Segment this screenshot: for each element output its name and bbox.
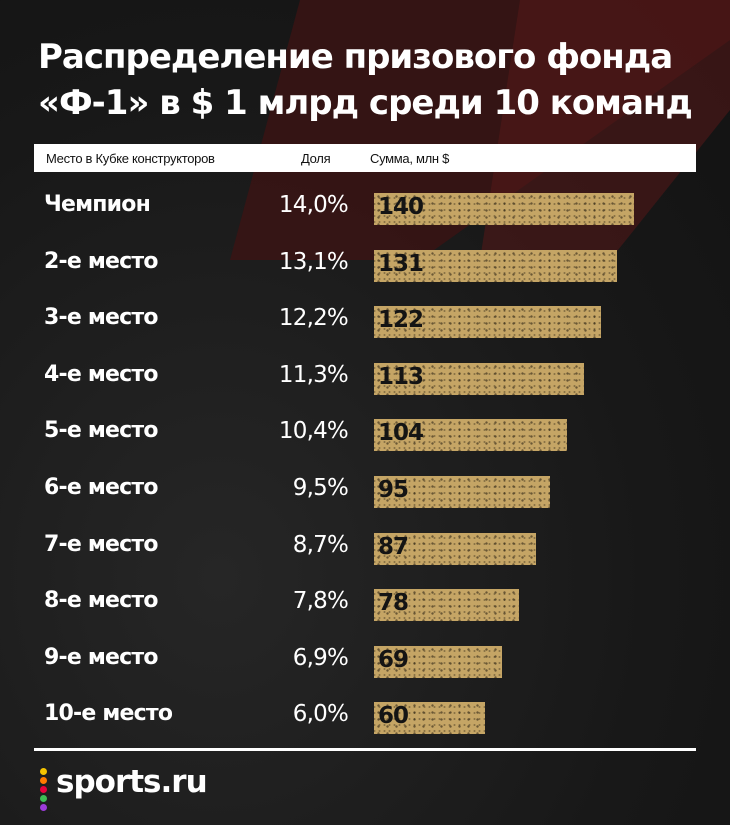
row-share-label: 14,0% xyxy=(278,192,349,218)
bar xyxy=(374,193,634,225)
bar-value-label: 78 xyxy=(378,590,409,617)
chart-row: 4-е место 11,3% 113 xyxy=(0,350,730,406)
title-line-2: «Ф-1» в $ 1 млрд среди 10 команд xyxy=(38,83,693,123)
title-line-1: Распределение призового фонда xyxy=(38,37,673,77)
row-place-label: 7-е место xyxy=(44,531,158,557)
row-share-label: 6,0% xyxy=(292,701,349,728)
bar xyxy=(374,419,567,452)
bar-value-label: 104 xyxy=(378,420,424,447)
chart-row: Чемпион 14,0% 140 xyxy=(0,180,730,236)
bar xyxy=(374,306,601,339)
row-place-label: 9-е место xyxy=(44,644,158,670)
logo-dot xyxy=(40,777,47,784)
logo-dot xyxy=(40,786,47,793)
bar xyxy=(374,532,536,565)
chart-row: 3-е место 12,2% 122 xyxy=(0,293,730,349)
bar xyxy=(374,702,485,735)
chart-row: 10-е место 6,0% 60 xyxy=(0,689,730,745)
row-share-label: 11,3% xyxy=(278,361,349,388)
bar-value-label: 131 xyxy=(378,250,424,277)
row-share-label: 12,2% xyxy=(278,305,349,332)
bar-value-label: 140 xyxy=(378,194,424,220)
bar-value-label: 95 xyxy=(378,477,409,503)
header-place: Место в Кубке конструкторов xyxy=(46,151,215,166)
bar-value-label: 69 xyxy=(378,646,409,673)
row-place-label: 3-е место xyxy=(44,305,158,331)
bar-value-label: 122 xyxy=(378,307,424,334)
chart-title: Распределение призового фонда «Ф-1» в $ … xyxy=(38,34,718,126)
bar-value-label: 87 xyxy=(378,533,409,560)
bar xyxy=(374,362,584,395)
row-share-label: 7,8% xyxy=(292,588,349,615)
table-header: Место в Кубке конструкторов Доля Сумма, … xyxy=(34,144,696,172)
row-share-label: 10,4% xyxy=(278,418,349,445)
chart-row: 7-е место 8,7% 87 xyxy=(0,520,730,576)
divider xyxy=(34,748,696,751)
chart-row: 8-е место 7,8% 78 xyxy=(0,576,730,632)
header-share: Доля xyxy=(301,151,331,166)
row-share-label: 9,5% xyxy=(292,475,349,501)
row-share-label: 8,7% xyxy=(292,531,349,558)
row-place-label: 4-е место xyxy=(44,361,158,387)
row-place-label: Чемпион xyxy=(44,192,151,217)
chart-row: 9-е место 6,9% 69 xyxy=(0,633,730,689)
row-place-label: 6-е место xyxy=(44,475,158,500)
bar xyxy=(374,645,502,678)
bar xyxy=(374,249,617,282)
chart-row: 2-е место 13,1% 131 xyxy=(0,237,730,293)
row-place-label: 2-е место xyxy=(44,248,158,274)
bar-value-label: 60 xyxy=(378,703,409,730)
header-amount: Сумма, млн $ xyxy=(370,151,450,166)
logo-dot xyxy=(40,795,47,802)
logo-text: sports.ru xyxy=(56,764,208,800)
row-share-label: 6,9% xyxy=(292,644,349,671)
bar xyxy=(374,589,519,622)
chart-row: 5-е место 10,4% 104 xyxy=(0,406,730,462)
logo-dots-icon xyxy=(40,768,50,813)
row-place-label: 8-е место xyxy=(44,588,158,614)
chart-row: 6-е место 9,5% 95 xyxy=(0,463,730,519)
row-share-label: 13,1% xyxy=(278,248,349,275)
row-place-label: 10-е место xyxy=(44,701,173,727)
bar-value-label: 113 xyxy=(378,363,424,390)
logo-dot xyxy=(40,804,47,811)
bar xyxy=(374,476,550,508)
row-place-label: 5-е место xyxy=(44,418,158,444)
logo-dot xyxy=(40,768,47,775)
